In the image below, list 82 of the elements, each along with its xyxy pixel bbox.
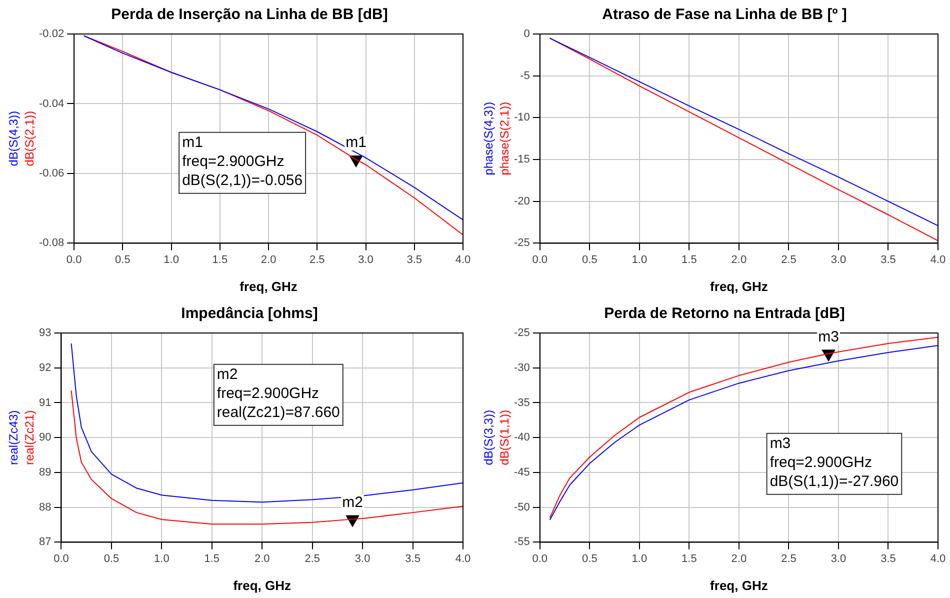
- y-tick-label: -5: [520, 70, 530, 82]
- x-tick-label: 4.0: [930, 552, 946, 565]
- y-tick-label: -0.04: [38, 98, 64, 110]
- x-tick-label: 3.0: [354, 552, 370, 565]
- x-tick-label: 2.5: [304, 552, 320, 565]
- y-tick-label: -0.08: [38, 237, 64, 250]
- y-tick-label: -35: [514, 396, 530, 409]
- x-tick-label: 4.0: [455, 552, 471, 565]
- x-tick-label: 1.0: [154, 552, 170, 565]
- x-tick-label: 3.0: [830, 254, 846, 266]
- x-tick-label: 3.0: [830, 552, 846, 565]
- y-tick-label: 89: [38, 466, 52, 478]
- x-tick-label: 2.5: [781, 552, 796, 565]
- chart-title: Impedância [ohms]: [181, 305, 318, 322]
- x-tick-label: 0.5: [582, 254, 598, 266]
- x-tick-label: 0.0: [532, 552, 548, 565]
- x-axis-title: freq, GHz: [710, 278, 768, 294]
- x-axis-title: freq, GHz: [233, 578, 292, 593]
- x-tick-label: 1.0: [632, 254, 648, 266]
- text: real(Zc43): [6, 410, 20, 465]
- y-tick-label: -30: [514, 362, 530, 374]
- x-tick-label: 1.5: [682, 552, 697, 565]
- text: dB(S(4,3)): [6, 110, 20, 166]
- chart-title: Perda de Inserção na Linha de BB [dB]: [111, 6, 388, 24]
- x-tick-label: 1.0: [164, 254, 179, 266]
- text: real(Zc21): [22, 410, 36, 465]
- y-tick-label: -20: [514, 195, 530, 208]
- x-tick-label: 3.5: [880, 552, 896, 565]
- series-label: m1: [346, 134, 366, 152]
- x-axis-title: freq, GHz: [710, 578, 768, 593]
- y-tick-label: -0.06: [38, 168, 64, 180]
- x-tick-label: 3.5: [880, 254, 896, 266]
- x-tick-label: 0.0: [66, 254, 82, 266]
- text: dB(S(2,1)): [22, 110, 36, 166]
- x-tick-label: 0.5: [115, 254, 130, 266]
- annotation: m2 freq=2.900GHz real(Zc21)=87.660: [216, 366, 340, 422]
- chart-title: Atraso de Fase na Linha de BB [º ]: [602, 6, 847, 24]
- y-tick-label: 0: [524, 28, 530, 40]
- text: phase(S(2,1)): [497, 102, 512, 176]
- y-tick-label: -0.02: [38, 28, 64, 40]
- x-tick-label: 4.0: [455, 254, 471, 266]
- series-label: m3: [818, 328, 839, 346]
- x-tick-label: 2.0: [260, 254, 276, 266]
- x-tick-label: 2.5: [781, 254, 796, 266]
- x-tick-label: 3.5: [406, 254, 422, 266]
- series-label: m2: [342, 494, 363, 511]
- x-tick-label: 1.5: [204, 552, 220, 565]
- y-tick-label: -25: [514, 237, 530, 250]
- x-tick-label: 4.0: [930, 254, 946, 266]
- y-tick-label: 87: [38, 536, 52, 548]
- x-tick-label: 2.5: [310, 254, 325, 266]
- x-tick-label: 2.0: [254, 552, 270, 565]
- y-tick-label: -45: [514, 466, 530, 478]
- x-tick-label: 0.5: [104, 552, 120, 565]
- y-tick-label: -10: [514, 112, 530, 124]
- x-tick-label: 1.5: [212, 254, 228, 266]
- text: dB(S(1,1)): [497, 410, 512, 466]
- x-tick-label: 0.5: [582, 552, 598, 565]
- chart-title: Perda de Retorno na Entrada [dB]: [604, 305, 845, 322]
- text: dB(S(3,3)): [481, 410, 496, 466]
- x-tick-label: 0.0: [532, 254, 548, 266]
- y-tick-label: 91: [38, 396, 52, 409]
- x-tick-label: 3.0: [358, 254, 374, 266]
- text: phase(S(4,3)): [481, 102, 496, 176]
- x-tick-label: 2.0: [731, 254, 747, 266]
- y-tick-label: -55: [514, 536, 530, 548]
- y-tick-label: -50: [514, 501, 530, 514]
- y-tick-label: -15: [514, 154, 530, 166]
- x-tick-label: 3.5: [405, 552, 420, 565]
- y-tick-label: 92: [38, 362, 52, 374]
- x-axis-title: freq, GHz: [240, 278, 298, 294]
- x-tick-label: 2.0: [731, 552, 747, 565]
- annotation: m3 freq=2.900GHz dB(S(1,1))=-27.960: [770, 435, 899, 490]
- y-tick-label: 88: [38, 501, 52, 514]
- y-tick-label: 90: [38, 432, 52, 444]
- y-tick-label: 93: [38, 327, 52, 340]
- y-tick-label: -25: [514, 327, 530, 340]
- y-tick-label: -40: [514, 432, 530, 444]
- x-tick-label: 1.0: [632, 552, 648, 565]
- x-tick-label: 1.5: [682, 254, 697, 266]
- annotation: m1 freq=2.900GHz dB(S(2,1))=-0.056: [182, 134, 303, 189]
- x-tick-label: 0.0: [54, 552, 69, 565]
